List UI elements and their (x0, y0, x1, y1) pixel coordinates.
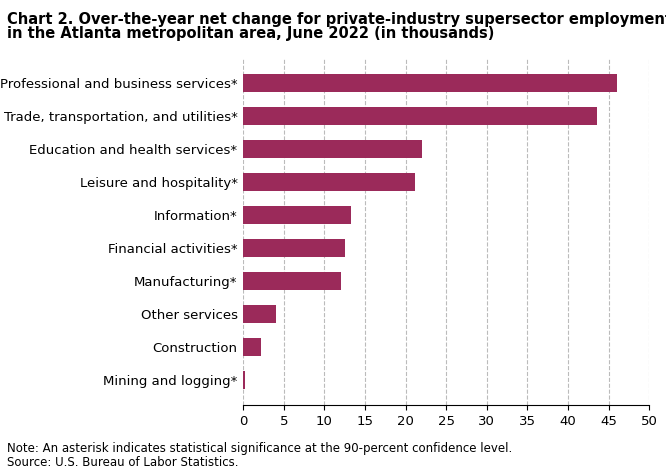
Text: Note: An asterisk indicates statistical significance at the 90-percent confidenc: Note: An asterisk indicates statistical … (7, 442, 512, 455)
Bar (243, 173, 414, 191)
Bar (243, 338, 261, 356)
Bar (243, 371, 244, 389)
Bar (243, 74, 617, 92)
Bar (243, 239, 345, 257)
Bar (243, 107, 597, 125)
Text: Chart 2. Over-the-year net change for private-industry supersector employment: Chart 2. Over-the-year net change for pr… (7, 12, 666, 27)
Bar (243, 206, 351, 224)
Bar (243, 140, 422, 158)
Bar (243, 305, 276, 323)
Bar (243, 272, 340, 290)
Text: in the Atlanta metropolitan area, June 2022 (in thousands): in the Atlanta metropolitan area, June 2… (7, 26, 494, 41)
Text: Source: U.S. Bureau of Labor Statistics.: Source: U.S. Bureau of Labor Statistics. (7, 456, 238, 468)
